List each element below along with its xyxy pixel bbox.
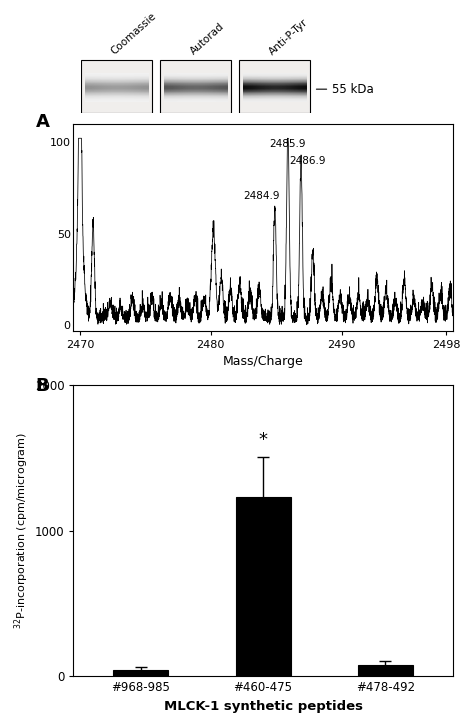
Text: Anti-P-Tyr: Anti-P-Tyr: [267, 17, 310, 57]
Bar: [238, 60, 310, 113]
Text: *: *: [259, 430, 267, 449]
Text: Autorad: Autorad: [189, 22, 226, 57]
Bar: [160, 60, 231, 113]
Text: 2485.9: 2485.9: [270, 140, 306, 149]
Text: 2484.9: 2484.9: [244, 190, 280, 201]
Text: 55 kDa: 55 kDa: [332, 83, 374, 96]
X-axis label: Mass/Charge: Mass/Charge: [223, 356, 303, 369]
Text: 2486.9: 2486.9: [289, 156, 326, 166]
Bar: [358, 665, 413, 676]
Text: B: B: [36, 377, 49, 395]
Bar: [236, 497, 291, 676]
X-axis label: MLCK-1 synthetic peptides: MLCK-1 synthetic peptides: [164, 699, 363, 712]
Y-axis label: $^{32}$P-incorporation (cpm/microgram): $^{32}$P-incorporation (cpm/microgram): [12, 432, 31, 630]
Text: A: A: [36, 113, 49, 132]
Bar: [81, 60, 152, 113]
Bar: [113, 670, 168, 676]
Text: Coomassie: Coomassie: [109, 12, 158, 57]
